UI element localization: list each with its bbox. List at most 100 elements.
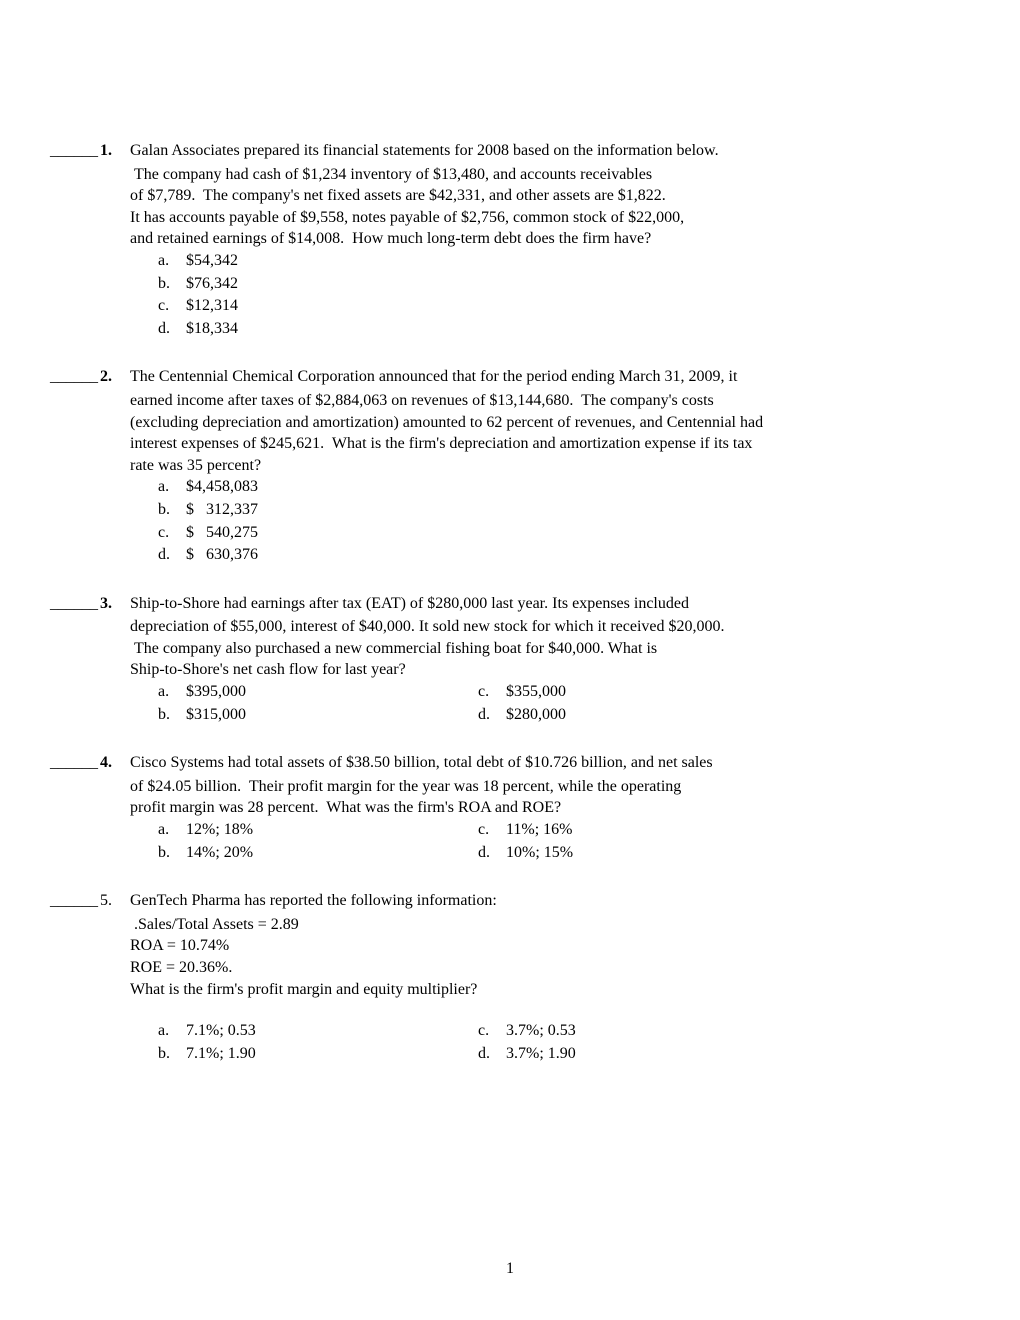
question-body: The Centennial Chemical Corporation anno…	[130, 366, 950, 566]
choices-col-right: c.3.7%; 0.53d.3.7%; 1.90	[478, 1020, 798, 1065]
choice-value: 12%; 18%	[186, 819, 478, 841]
choice-value: $280,000	[506, 704, 798, 726]
choice-item: c.11%; 16%	[478, 819, 798, 841]
question-block: ______2.The Centennial Chemical Corporat…	[50, 366, 950, 566]
choice-item: a.12%; 18%	[158, 819, 478, 841]
choice-value: $ 630,376	[186, 544, 950, 566]
question-body: Galan Associates prepared its financial …	[130, 140, 950, 340]
choices-col-left: a.$395,000b.$315,000	[158, 681, 478, 726]
question-line: earned income after taxes of $2,884,063 …	[130, 390, 950, 412]
choice-letter: c.	[158, 522, 186, 544]
question-number: 3.	[100, 593, 130, 727]
choice-item: a.$395,000	[158, 681, 478, 703]
choice-letter: a.	[158, 250, 186, 272]
question-text: Galan Associates prepared its financial …	[130, 140, 950, 162]
answer-blank: ______	[50, 593, 100, 727]
spacer	[130, 1000, 950, 1020]
question-line: depreciation of $55,000, interest of $40…	[130, 616, 950, 638]
choice-value: $395,000	[186, 681, 478, 703]
choice-item: b.7.1%; 1.90	[158, 1043, 478, 1065]
choice-item: c.$ 540,275	[158, 522, 950, 544]
question-line: The company had cash of $1,234 inventory…	[130, 164, 950, 186]
question-block: ______3.Ship-to-Shore had earnings after…	[50, 593, 950, 727]
question-block: ______5.GenTech Pharma has reported the …	[50, 890, 950, 1065]
choice-item: b.$76,342	[158, 273, 950, 295]
question-block: ______4.Cisco Systems had total assets o…	[50, 752, 950, 864]
question-line: rate was 35 percent?	[130, 455, 950, 477]
choice-letter: d.	[158, 544, 186, 566]
question-body: GenTech Pharma has reported the followin…	[130, 890, 950, 1065]
choice-letter: a.	[158, 681, 186, 703]
question-text: Cisco Systems had total assets of $38.50…	[130, 752, 950, 774]
choice-item: d.$18,334	[158, 318, 950, 340]
choice-item: d.$ 630,376	[158, 544, 950, 566]
choice-letter: b.	[158, 273, 186, 295]
choice-letter: d.	[478, 704, 506, 726]
choice-item: b.14%; 20%	[158, 842, 478, 864]
choice-letter: a.	[158, 476, 186, 498]
choices-list: a.$395,000b.$315,000c.$355,000d.$280,000	[130, 681, 950, 726]
choice-value: 7.1%; 1.90	[186, 1043, 478, 1065]
choices-col-right: c.11%; 16%d.10%; 15%	[478, 819, 798, 864]
question-text: GenTech Pharma has reported the followin…	[130, 890, 950, 912]
choice-value: $ 312,337	[186, 499, 950, 521]
question-line: The company also purchased a new commerc…	[130, 638, 950, 660]
question-body: Cisco Systems had total assets of $38.50…	[130, 752, 950, 864]
choice-value: 3.7%; 1.90	[506, 1043, 798, 1065]
choice-letter: a.	[158, 1020, 186, 1042]
question-number: 2.	[100, 366, 130, 566]
choice-item: d.10%; 15%	[478, 842, 798, 864]
choices-col-left: a.12%; 18%b.14%; 20%	[158, 819, 478, 864]
choice-value: 14%; 20%	[186, 842, 478, 864]
choice-letter: d.	[158, 318, 186, 340]
question-line: (excluding depreciation and amortization…	[130, 412, 950, 434]
choices-list: a.$54,342b.$76,342c.$12,314d.$18,334	[130, 250, 950, 339]
answer-blank: ______	[50, 890, 100, 1065]
question-line: ROE = 20.36%.	[130, 957, 950, 979]
choices-list: a.$4,458,083b.$ 312,337c.$ 540,275d.$ 63…	[130, 476, 950, 565]
question-number: 4.	[100, 752, 130, 864]
choice-value: $76,342	[186, 273, 950, 295]
question-line: What is the firm's profit margin and equ…	[130, 979, 950, 1001]
choice-value: $54,342	[186, 250, 950, 272]
choice-letter: c.	[478, 1020, 506, 1042]
choice-letter: b.	[158, 1043, 186, 1065]
choice-value: $ 540,275	[186, 522, 950, 544]
answer-blank: ______	[50, 140, 100, 340]
choice-value: $18,334	[186, 318, 950, 340]
choice-item: a.$4,458,083	[158, 476, 950, 498]
document-body: ______1.Galan Associates prepared its fi…	[50, 140, 950, 1065]
choice-letter: b.	[158, 704, 186, 726]
question-line: ROA = 10.74%	[130, 935, 950, 957]
question-line: interest expenses of $245,621. What is t…	[130, 433, 950, 455]
choice-item: b.$315,000	[158, 704, 478, 726]
page-number: 1	[506, 1258, 514, 1280]
choice-item: d.3.7%; 1.90	[478, 1043, 798, 1065]
choice-letter: b.	[158, 499, 186, 521]
choice-value: 3.7%; 0.53	[506, 1020, 798, 1042]
choice-item: d.$280,000	[478, 704, 798, 726]
choice-value: $12,314	[186, 295, 950, 317]
question-number: 1.	[100, 140, 130, 340]
choice-letter: b.	[158, 842, 186, 864]
choice-value: $355,000	[506, 681, 798, 703]
choice-item: b.$ 312,337	[158, 499, 950, 521]
choice-item: a.$54,342	[158, 250, 950, 272]
choice-item: c.3.7%; 0.53	[478, 1020, 798, 1042]
question-line: Ship-to-Shore's net cash flow for last y…	[130, 659, 950, 681]
choice-item: c.$355,000	[478, 681, 798, 703]
question-line: It has accounts payable of $9,558, notes…	[130, 207, 950, 229]
question-line: and retained earnings of $14,008. How mu…	[130, 228, 950, 250]
question-line: .Sales/Total Assets = 2.89	[130, 914, 950, 936]
question-text: Ship-to-Shore had earnings after tax (EA…	[130, 593, 950, 615]
choices-col-right: c.$355,000d.$280,000	[478, 681, 798, 726]
choices-list: a.7.1%; 0.53b.7.1%; 1.90c.3.7%; 0.53d.3.…	[130, 1020, 950, 1065]
choice-value: 11%; 16%	[506, 819, 798, 841]
choice-value: 10%; 15%	[506, 842, 798, 864]
choice-letter: d.	[478, 1043, 506, 1065]
choice-item: a.7.1%; 0.53	[158, 1020, 478, 1042]
choices-list: a.12%; 18%b.14%; 20%c.11%; 16%d.10%; 15%	[130, 819, 950, 864]
choice-value: 7.1%; 0.53	[186, 1020, 478, 1042]
question-line: profit margin was 28 percent. What was t…	[130, 797, 950, 819]
choice-letter: a.	[158, 819, 186, 841]
